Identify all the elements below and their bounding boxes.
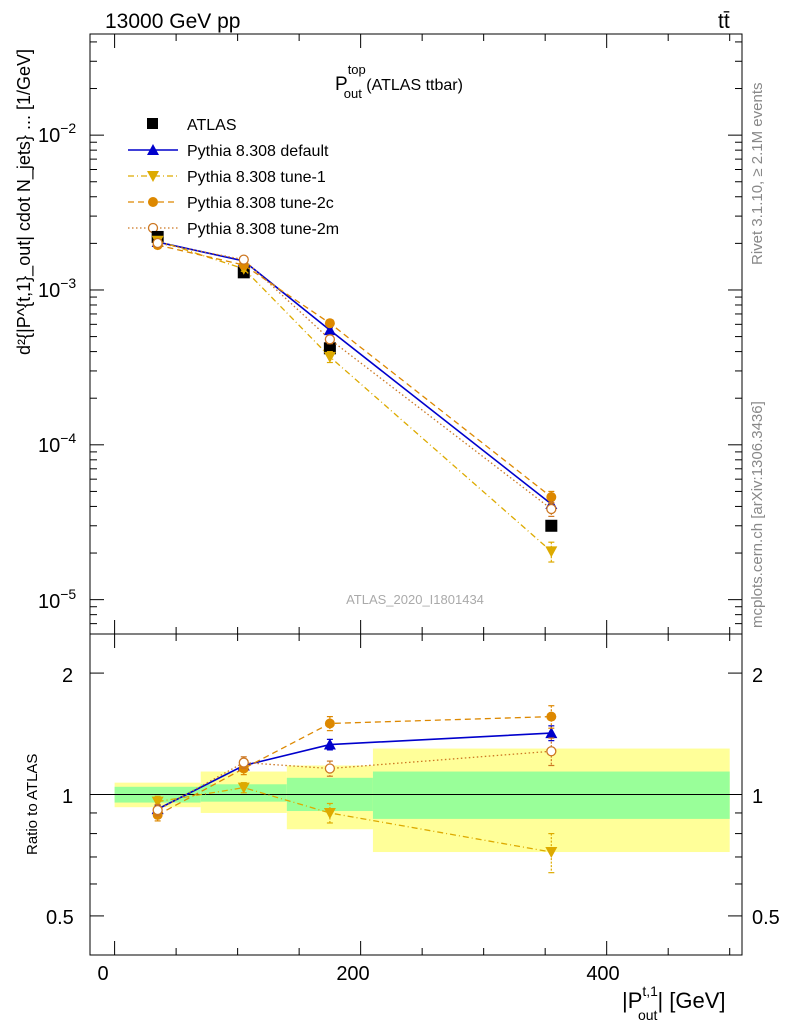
ratio-pythia-8-308-tune-1-point-3 [545,847,558,859]
ratio-ytick-05-right: 0.5 [752,907,780,929]
main-pythia-8-308-tune-2c-line [157,244,552,498]
main-ytick-labels: 10−2 10−3 10−4 10−5 [38,120,76,613]
xtick-label-400: 400 [586,963,619,985]
main-atlas-point-3 [545,519,558,532]
ratio-pythia-8-308-tune-2m-point-0 [152,804,163,816]
y-axis-label-ratio: Ratio to ATLAS [24,754,41,855]
legend-marker-atlas [147,118,158,129]
main-pythia-8-308-tune-2m-point-2 [324,334,336,345]
main-pythia-8-308-tune-2c-point-3 [546,492,557,503]
ratio-ytick-2-left: 2 [62,665,73,687]
axis-ticks [90,34,742,956]
analysis-watermark: ATLAS_2020_I1801434 [346,592,484,607]
ratio-pythia-8-308-tune-2m-point-1 [238,757,249,768]
x-axis-label: |Pt,1 out| [GeV] [622,983,726,1023]
xtick-label-0: 0 [97,963,108,985]
ytick-label-1e-5: 10−5 [38,586,76,613]
ratio-pythia-8-308-tune-2c-point-2 [324,718,335,729]
ratio-pythia-8-308-tune-1-point-0 [151,796,164,808]
plot-title: Ptop out (ATLAS ttbar) [335,62,463,101]
legend-label-tune1: Pythia 8.308 tune-1 [187,169,326,186]
legend-label-default: Pythia 8.308 default [187,143,329,160]
ratio-band-inner-3 [372,771,730,819]
process-label: tt̄ [718,10,730,33]
main-pythia-8-308-tune-2m-point-1 [238,254,249,265]
ratio-pythia-8-308-default-line [157,732,552,810]
legend-entry-tune2m: Pythia 8.308 tune-2m [128,221,339,238]
main-pythia-8-308-default-line [157,241,552,505]
legend-label-tune2m: Pythia 8.308 tune-2m [187,221,339,238]
legend-entry-tune2c: Pythia 8.308 tune-2c [128,195,334,212]
main-pythia-8-308-tune-2m-line [157,242,552,510]
ratio-pythia-8-308-tune-2m-line [157,750,552,811]
ratio-ytick-05-left: 0.5 [46,907,74,929]
ratio-ytick-1-right: 1 [752,786,763,808]
legend: ATLAS Pythia 8.308 default Pythia 8.308 … [128,117,339,238]
ratio-pythia-8-308-tune-1-line [157,786,552,853]
energy-label: 13000 GeV pp [105,10,240,33]
legend-entry-default: Pythia 8.308 default [128,143,329,160]
legend-marker-default [147,144,159,155]
xtick-label-200: 200 [336,963,369,985]
legend-entry-tune1: Pythia 8.308 tune-1 [128,169,326,186]
xtick-labels: 0 200 400 [97,963,619,985]
main-pythia-8-308-tune-1-line [157,240,552,552]
main-pythia-8-308-tune-1-point-2 [323,351,336,363]
main-pythia-8-308-default-point-2 [323,324,336,336]
ytick-label-1e-2: 10−2 [38,120,76,147]
data-marks [151,230,558,874]
ratio-pythia-8-308-tune-2c-line [157,715,552,816]
main-pythia-8-308-tune-1-point-3 [545,546,558,558]
ratio-pythia-8-308-default-point-3 [545,727,558,739]
ratio-pythia-8-308-tune-2m-point-3 [546,746,557,757]
legend-marker-tune2c [148,197,158,207]
ratio-pythia-8-308-tune-2c-point-3 [546,711,557,722]
ratio-bands [114,748,730,853]
ratio-pythia-8-308-tune-1-point-2 [323,807,336,819]
main-pythia-8-308-tune-2m-point-0 [152,237,163,249]
ratio-ytick-labels: 2 1 0.5 2 1 0.5 [46,665,780,929]
legend-marker-tune1 [147,171,159,182]
ytick-label-1e-4: 10−4 [38,430,76,457]
y-axis-label-main: d²{|P^{t,1}_out| cdot N_jets} ... [1/GeV… [14,49,35,355]
ratio-pythia-8-308-default-point-2 [323,738,336,750]
legend-label-tune2c: Pythia 8.308 tune-2c [187,195,334,212]
ratio-ytick-2-right: 2 [752,665,763,687]
ratio-pythia-8-308-tune-1-point-1 [237,782,250,794]
ratio-ytick-1-left: 1 [62,786,73,808]
ytick-label-1e-3: 10−3 [38,275,76,302]
main-pythia-8-308-tune-2m-point-3 [546,503,557,515]
legend-label-atlas: ATLAS [187,117,237,134]
legend-entry-atlas: ATLAS [147,117,237,134]
mcplots-label: mcplots.cern.ch [arXiv:1306.3436] [749,401,766,628]
main-pythia-8-308-tune-2c-point-2 [324,318,335,329]
ratio-pythia-8-308-tune-2m-point-2 [324,763,336,774]
rivet-label: Rivet 3.1.10, ≥ 2.1M events [749,83,766,266]
